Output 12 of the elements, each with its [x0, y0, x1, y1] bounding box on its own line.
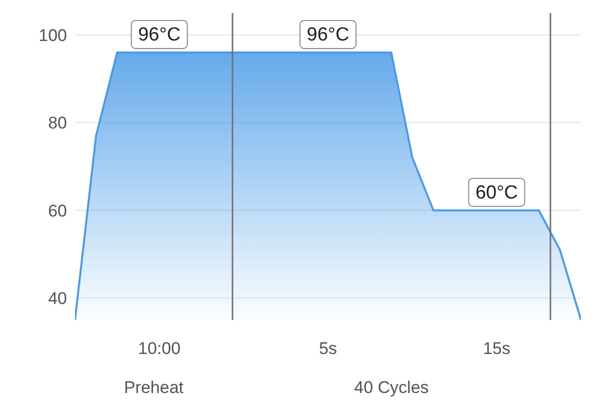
data-label: 60°C — [475, 182, 518, 204]
y-tick-label: 60 — [48, 201, 67, 220]
text: 40 Cycles — [354, 378, 429, 398]
y-tick-label: 40 — [48, 289, 67, 308]
data-label: 96°C — [138, 24, 181, 46]
y-tick-label: 80 — [48, 114, 67, 133]
text: Preheat — [124, 378, 184, 398]
y-tick-label: 100 — [38, 26, 67, 45]
x-tick-label: 5s — [319, 339, 337, 358]
x-tick-label: 15s — [482, 339, 510, 358]
data-label: 96°C — [306, 24, 350, 46]
x-tick-label: 10:00 — [138, 339, 181, 358]
